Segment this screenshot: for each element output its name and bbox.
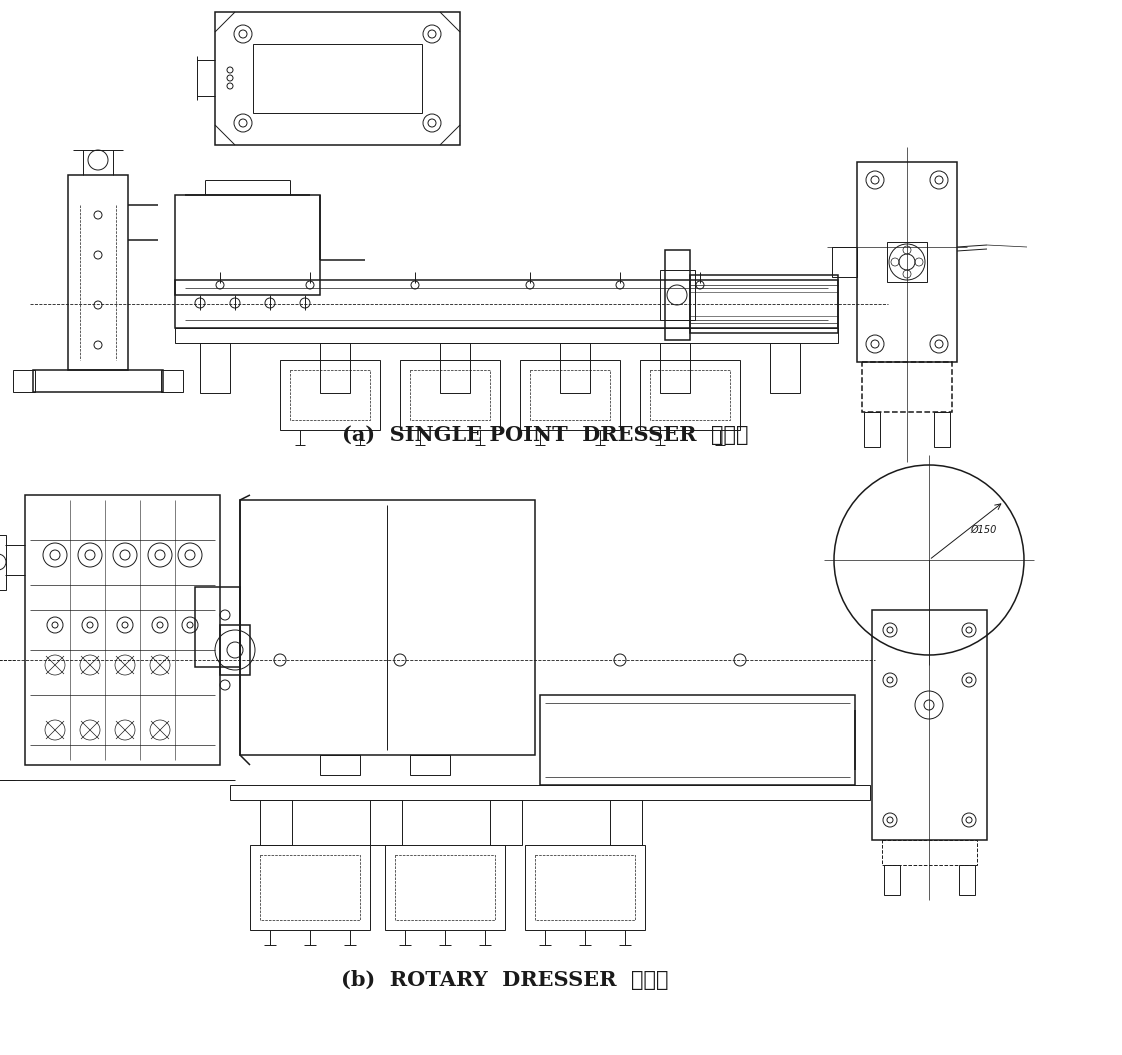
Bar — [530, 370, 610, 420]
Bar — [200, 343, 230, 394]
Bar — [260, 800, 292, 845]
Bar — [410, 370, 490, 420]
Bar — [395, 855, 495, 920]
Bar — [884, 865, 900, 895]
Bar — [195, 587, 240, 667]
Bar — [215, 12, 460, 145]
Bar — [25, 495, 220, 765]
Bar — [540, 695, 855, 785]
Bar — [280, 360, 380, 430]
Bar — [525, 845, 645, 931]
Bar — [650, 370, 730, 420]
Bar — [640, 360, 741, 430]
Bar — [665, 250, 690, 340]
Bar — [440, 343, 470, 394]
Bar — [230, 785, 870, 800]
Bar — [250, 845, 370, 931]
Bar — [872, 610, 987, 840]
Bar — [0, 535, 6, 590]
Bar — [260, 855, 360, 920]
Bar — [934, 413, 950, 447]
Bar — [175, 195, 320, 295]
Bar — [660, 343, 690, 394]
Bar — [175, 280, 838, 328]
Bar — [833, 247, 857, 277]
Bar — [289, 370, 370, 420]
Bar — [401, 360, 500, 430]
Bar — [560, 343, 590, 394]
Bar — [690, 275, 838, 333]
Bar — [864, 413, 880, 447]
Bar — [888, 242, 927, 282]
Text: (a)  SINGLE POINT  DRESSER  유니트: (a) SINGLE POINT DRESSER 유니트 — [342, 425, 748, 445]
Bar — [862, 362, 951, 413]
Bar — [770, 343, 800, 394]
Bar — [160, 370, 183, 392]
Text: Ø150: Ø150 — [971, 525, 997, 535]
Bar — [385, 845, 505, 931]
Bar — [33, 370, 163, 392]
Text: (b)  ROTARY  DRESSER  유니트: (b) ROTARY DRESSER 유니트 — [341, 970, 669, 990]
Bar — [959, 865, 975, 895]
Bar — [660, 270, 695, 320]
Bar — [320, 343, 350, 394]
Bar — [370, 800, 402, 845]
Bar — [882, 840, 977, 865]
Bar — [320, 755, 360, 775]
Bar — [252, 44, 422, 113]
Bar — [220, 625, 250, 675]
Bar — [610, 800, 642, 845]
Bar — [857, 162, 957, 362]
Bar — [175, 328, 838, 343]
Bar — [519, 360, 620, 430]
Bar — [13, 370, 35, 392]
Bar — [68, 175, 128, 370]
Bar — [240, 500, 535, 755]
Bar — [490, 800, 522, 845]
Bar — [410, 755, 450, 775]
Bar — [535, 855, 635, 920]
